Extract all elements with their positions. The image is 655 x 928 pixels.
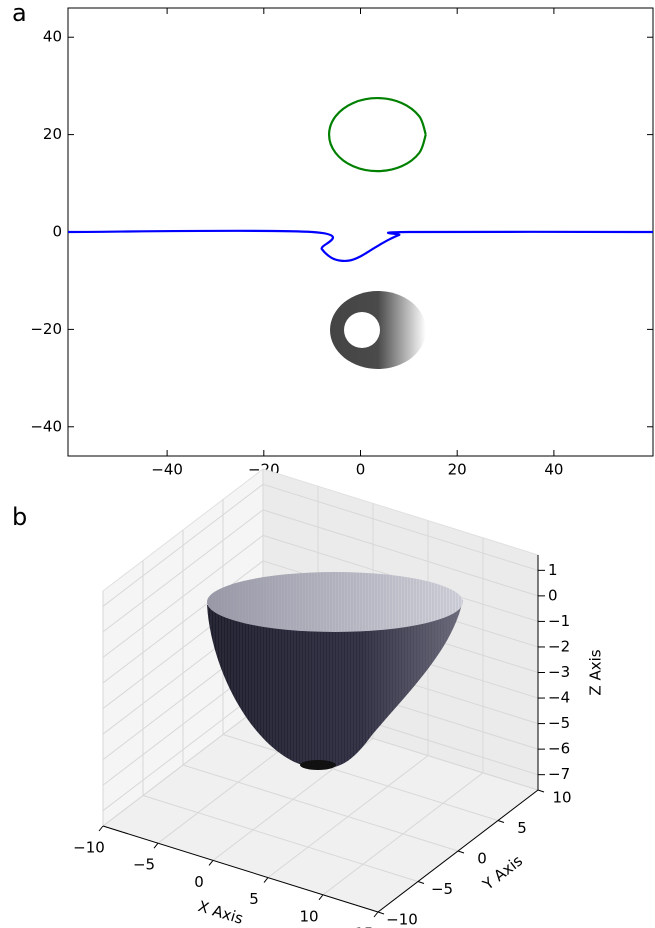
- gray-shape: [330, 291, 426, 369]
- z-tick-label: −4: [548, 689, 570, 707]
- x-tick-label: 20: [448, 461, 467, 479]
- y-tick: [497, 820, 505, 823]
- x-tick: [263, 877, 269, 883]
- y-tick-label: 20: [43, 125, 62, 143]
- x-tick-label: 40: [544, 461, 563, 479]
- y-tick: [457, 850, 465, 854]
- x-tick-label: −10: [73, 839, 105, 857]
- x-tick-label: 0: [356, 461, 366, 479]
- z-tick-label: −1: [548, 612, 570, 630]
- y-tick: [537, 789, 545, 793]
- grid-line: [262, 483, 539, 571]
- z-tick-label: 1: [548, 561, 558, 579]
- x-axis: [102, 825, 379, 913]
- grid-line: [182, 764, 459, 852]
- x-tick-label: 10: [299, 907, 318, 925]
- z-tick-label: −5: [548, 714, 570, 732]
- y-tick-label: 0: [52, 223, 62, 241]
- grid-line: [222, 734, 499, 821]
- grid-line: [102, 688, 264, 812]
- y-tick-label: 10: [552, 789, 571, 807]
- y-tick-label: 40: [43, 28, 62, 46]
- y-tick-label: −40: [30, 417, 62, 435]
- grid-line: [262, 509, 539, 597]
- series-line: [327, 96, 427, 173]
- z-tick-label: 0: [548, 586, 558, 604]
- y-tick: [417, 881, 425, 884]
- y-axis: [377, 789, 539, 913]
- x-tick: [98, 825, 104, 832]
- x-tick-label: 5: [249, 890, 259, 908]
- z-tick-label: −7: [548, 765, 570, 783]
- x-tick: [208, 860, 214, 866]
- y-tick-label: −10: [386, 911, 418, 928]
- y-tick-label: 5: [517, 819, 527, 837]
- z-tick-label: −3: [548, 663, 570, 681]
- x-axis-label: X Axis: [196, 897, 246, 928]
- z-tick-label: −2: [548, 637, 570, 655]
- surface: [207, 572, 463, 770]
- panel-label: b: [12, 503, 27, 531]
- y-tick-label: −5: [431, 880, 453, 898]
- grid-line: [142, 795, 419, 882]
- grid-line: [102, 560, 264, 684]
- grid-line: [102, 483, 264, 607]
- grid-line: [102, 535, 264, 658]
- y-tick-label: 0: [477, 850, 487, 868]
- z-tick-label: −6: [548, 740, 570, 758]
- x-tick-label: 0: [194, 873, 204, 891]
- x-tick: [153, 842, 159, 849]
- x-tick: [373, 911, 379, 918]
- x-tick-label: −40: [151, 461, 183, 479]
- y-tick-label: −20: [30, 320, 62, 338]
- x-tick: [318, 894, 324, 901]
- z-axis-label: Z Axis: [587, 649, 605, 695]
- series-line: [67, 229, 654, 263]
- panel-label: a: [12, 0, 27, 27]
- grid-line: [102, 509, 264, 633]
- x-tick-label: −5: [133, 856, 155, 874]
- y-tick: [377, 911, 385, 915]
- x-tick-label: 15: [354, 925, 373, 928]
